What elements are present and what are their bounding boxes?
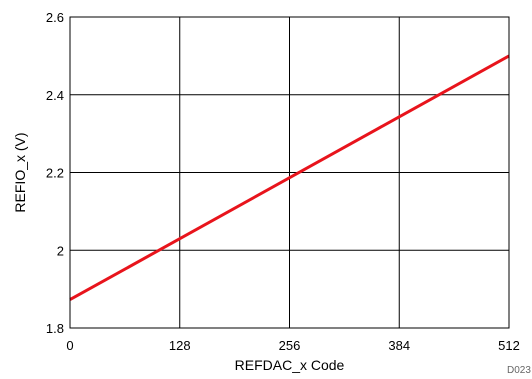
grid — [69, 16, 510, 329]
y-tick-label: 2.2 — [46, 166, 64, 181]
series-line — [69, 54, 510, 301]
y-tick-labels: 1.8 2 2.2 2.4 2.6 — [46, 10, 64, 336]
series-group — [69, 54, 510, 301]
x-tick-label: 384 — [388, 338, 410, 353]
x-tick-label: 256 — [279, 338, 301, 353]
y-tick-label: 2.6 — [46, 10, 64, 25]
x-axis-label: REFDAC_x Code — [235, 357, 345, 373]
x-tick-labels: 0 128 256 384 512 — [66, 338, 519, 353]
figure-code: D023 — [507, 365, 531, 376]
y-axis-label: REFIO_x (V) — [12, 132, 28, 212]
plot-frame — [69, 16, 510, 329]
x-tick-label: 128 — [169, 338, 191, 353]
y-tick-label: 2.4 — [46, 88, 64, 103]
y-tick-label: 1.8 — [46, 321, 64, 336]
x-tick-label: 512 — [498, 338, 520, 353]
y-tick-label: 2 — [57, 243, 64, 258]
x-tick-label: 0 — [66, 338, 73, 353]
